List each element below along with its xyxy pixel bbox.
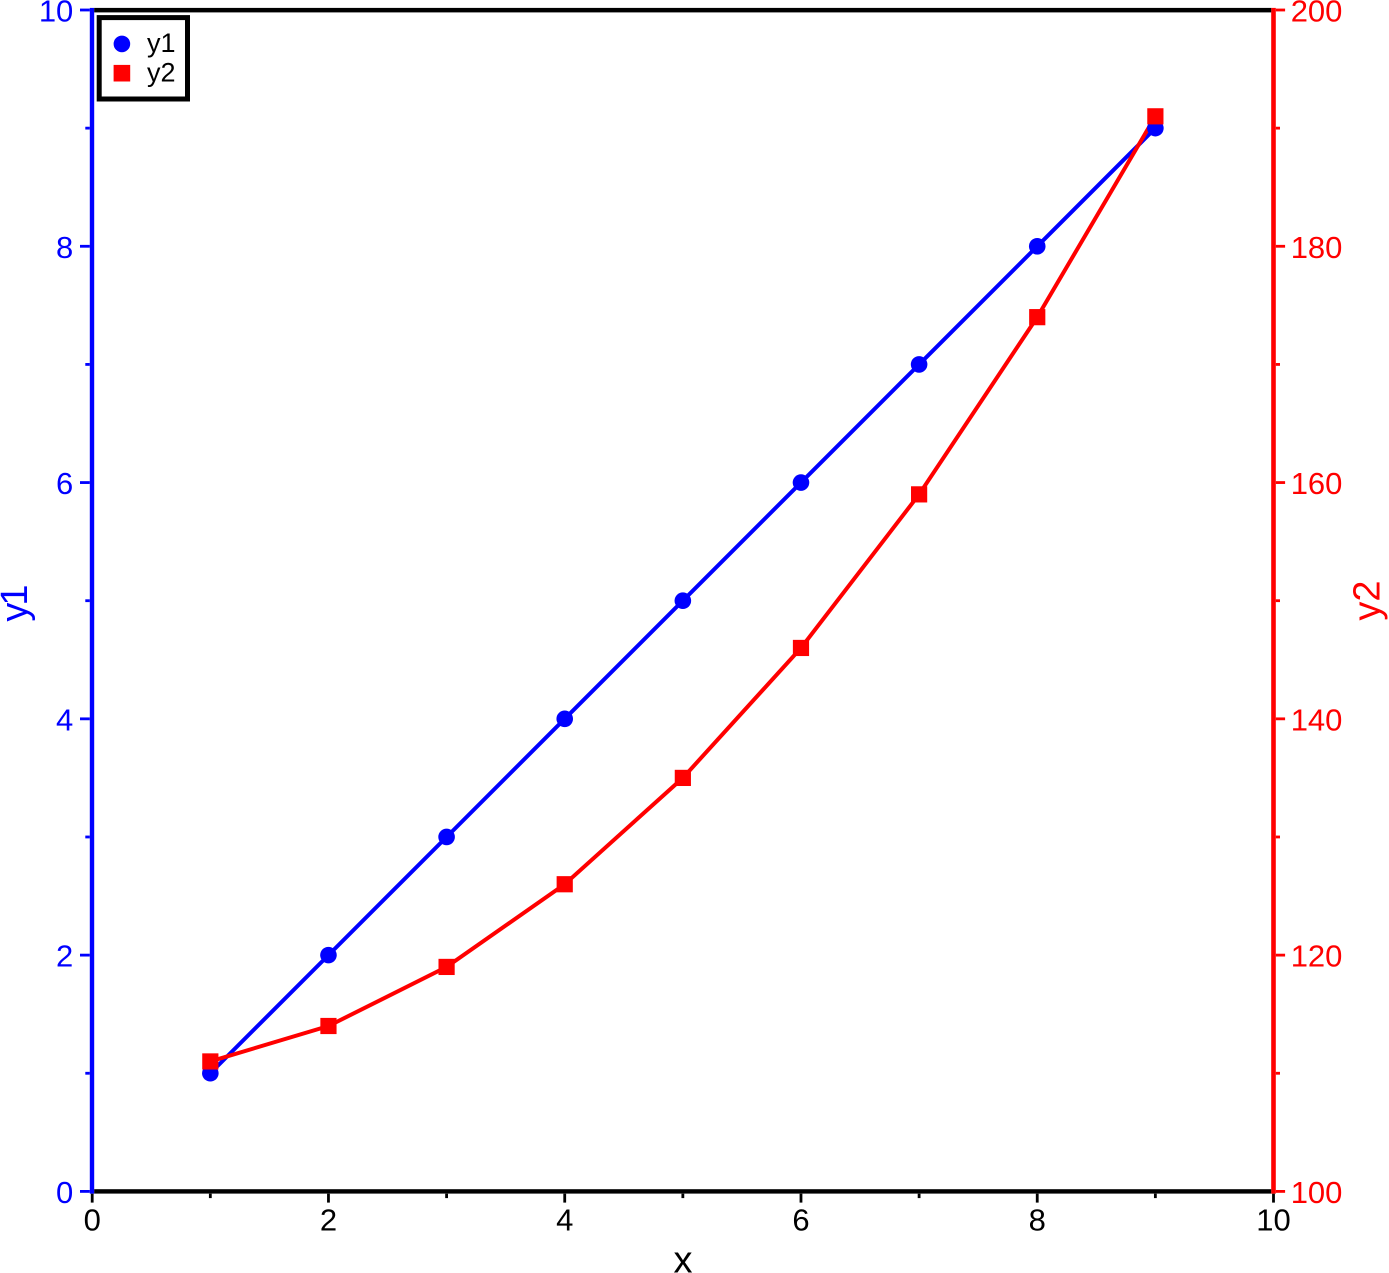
- svg-text:6: 6: [792, 1203, 809, 1238]
- svg-text:100: 100: [1291, 1175, 1343, 1210]
- svg-text:y1: y1: [147, 28, 176, 58]
- svg-text:4: 4: [56, 702, 73, 737]
- svg-text:160: 160: [1291, 466, 1343, 501]
- svg-text:6: 6: [56, 466, 73, 501]
- svg-text:0: 0: [84, 1203, 101, 1238]
- svg-text:2: 2: [320, 1203, 337, 1238]
- svg-text:8: 8: [56, 230, 73, 265]
- svg-text:10: 10: [39, 0, 73, 29]
- svg-text:200: 200: [1291, 0, 1343, 29]
- svg-text:y2: y2: [147, 58, 176, 88]
- svg-text:180: 180: [1291, 230, 1343, 265]
- svg-text:10: 10: [1256, 1203, 1290, 1238]
- svg-text:x: x: [674, 1240, 693, 1273]
- svg-text:8: 8: [1029, 1203, 1046, 1238]
- svg-text:120: 120: [1291, 939, 1343, 974]
- svg-text:y1: y1: [0, 584, 36, 621]
- svg-text:4: 4: [556, 1203, 573, 1238]
- svg-text:0: 0: [56, 1175, 73, 1210]
- svg-text:2: 2: [56, 939, 73, 974]
- svg-text:y2: y2: [1347, 580, 1389, 620]
- svg-text:140: 140: [1291, 702, 1343, 737]
